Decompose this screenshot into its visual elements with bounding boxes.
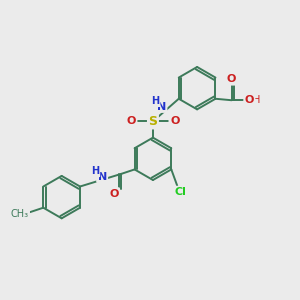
Text: H: H (91, 166, 99, 176)
Text: O: O (127, 116, 136, 126)
Text: H: H (253, 95, 260, 105)
Text: N: N (98, 172, 107, 182)
Text: O: O (227, 74, 236, 84)
Text: H: H (152, 96, 160, 106)
Text: CH₃: CH₃ (11, 208, 29, 219)
Text: O: O (109, 189, 119, 199)
Text: S: S (148, 115, 158, 128)
Text: N: N (157, 102, 166, 112)
Text: Cl: Cl (174, 187, 186, 197)
Text: O: O (244, 95, 254, 105)
Text: O: O (170, 116, 179, 126)
